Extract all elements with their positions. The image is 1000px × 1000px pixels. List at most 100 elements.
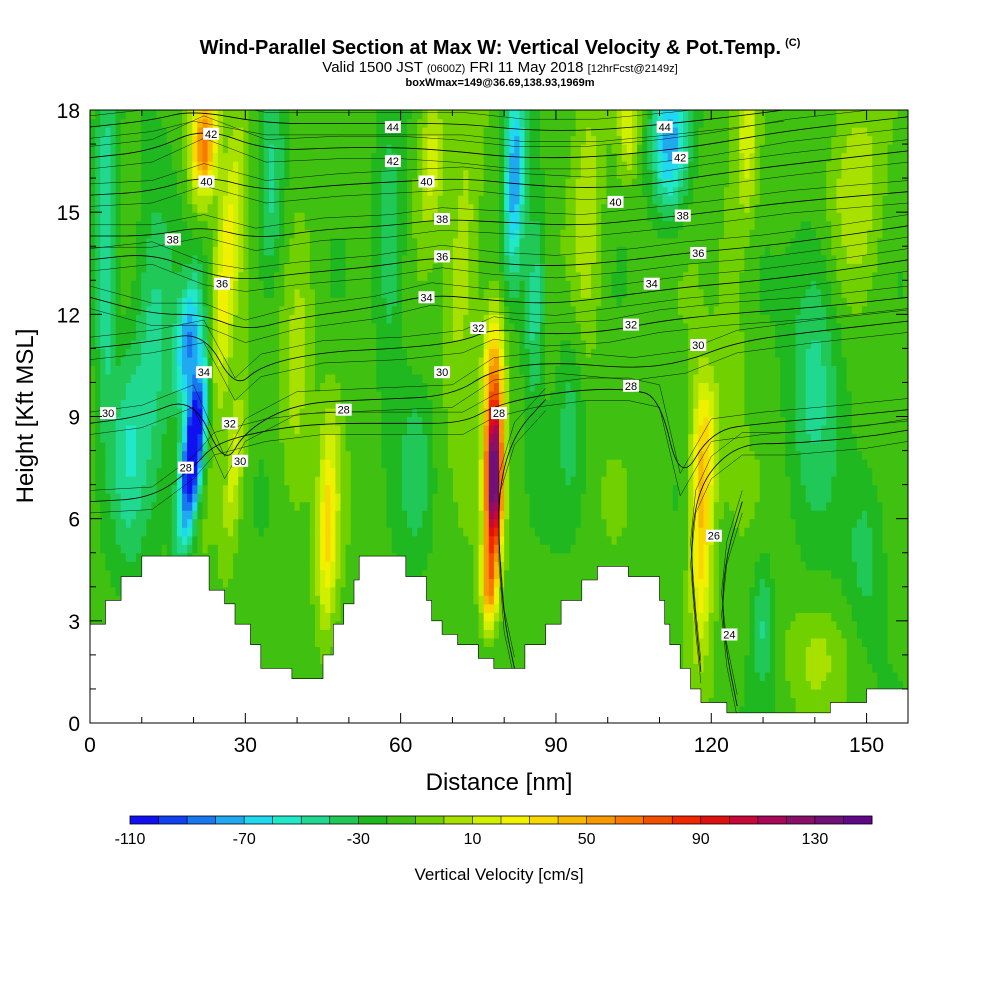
velocity-cell [386, 484, 393, 494]
velocity-cell [248, 501, 255, 511]
velocity-cell [488, 459, 495, 469]
velocity-cell [509, 620, 515, 630]
velocity-cell [509, 501, 515, 511]
velocity-cell [775, 518, 781, 528]
velocity-cell [345, 510, 352, 520]
velocity-cell [698, 688, 705, 699]
velocity-cell [815, 510, 822, 520]
velocity-cell [841, 603, 848, 613]
velocity-cell [478, 637, 485, 647]
velocity-cell [550, 459, 556, 469]
velocity-cell [734, 612, 740, 622]
velocity-cell [376, 527, 383, 537]
velocity-cell [846, 620, 853, 630]
velocity-cell [355, 467, 362, 477]
velocity-cell [524, 637, 531, 647]
velocity-cell [366, 518, 372, 528]
velocity-cell [795, 637, 802, 647]
velocity-cell [222, 586, 229, 596]
velocity-cell [672, 501, 679, 511]
velocity-cell [447, 484, 454, 494]
velocity-cell [703, 544, 710, 554]
velocity-cell [713, 552, 720, 562]
velocity-cell [897, 544, 904, 554]
velocity-cell [391, 493, 398, 503]
velocity-cell [524, 561, 531, 571]
velocity-cell [355, 527, 362, 537]
velocity-cell [340, 510, 347, 520]
velocity-cell [754, 501, 761, 511]
velocity-cell [166, 527, 173, 537]
velocity-cell [463, 586, 469, 596]
velocity-cell [222, 569, 229, 579]
velocity-cell [294, 620, 301, 630]
velocity-cell [304, 493, 311, 503]
velocity-cell [504, 603, 510, 613]
velocity-cell [877, 518, 884, 528]
velocity-cell [442, 467, 449, 477]
velocity-cell [294, 467, 301, 477]
velocity-cell [780, 459, 786, 469]
velocity-cell [703, 493, 710, 503]
velocity-cell [95, 561, 101, 571]
velocity-cell [238, 484, 244, 494]
velocity-cell [841, 561, 848, 571]
velocity-cell [667, 569, 674, 579]
velocity-cell [268, 595, 275, 605]
velocity-cell [657, 459, 664, 469]
velocity-cell [166, 467, 173, 477]
velocity-cell [136, 459, 142, 469]
velocity-cell [734, 510, 740, 520]
velocity-cell [882, 637, 889, 647]
velocity-cell [284, 603, 290, 613]
velocity-cell [299, 535, 306, 545]
velocity-cell [841, 646, 848, 656]
velocity-cell [688, 484, 694, 494]
velocity-cell [360, 510, 367, 520]
velocity-cell [749, 578, 756, 588]
velocity-cell [616, 467, 623, 477]
velocity-cell [325, 459, 331, 469]
velocity-cell [846, 459, 853, 469]
velocity-cell [115, 578, 122, 588]
velocity-cell [212, 552, 219, 562]
velocity-cell [708, 603, 715, 613]
velocity-cell [458, 603, 464, 613]
velocity-cell [279, 467, 285, 477]
velocity-cell [519, 620, 526, 630]
velocity-cell [734, 527, 740, 537]
velocity-cell [452, 510, 459, 520]
velocity-cell [499, 484, 505, 494]
velocity-cell [437, 578, 444, 588]
velocity-cell [785, 697, 792, 707]
velocity-cell [478, 476, 485, 486]
velocity-cell [683, 612, 689, 622]
velocity-cell [233, 595, 239, 605]
velocity-cell [887, 586, 894, 596]
velocity-cell [703, 612, 710, 622]
velocity-cell [314, 569, 321, 579]
velocity-cell [325, 544, 331, 554]
velocity-cell [872, 578, 878, 588]
velocity-cell [892, 527, 899, 537]
velocity-cell [744, 620, 751, 630]
velocity-cell [815, 578, 822, 588]
velocity-cell [585, 501, 592, 511]
velocity-cell [289, 493, 296, 503]
velocity-cell [677, 569, 684, 579]
velocity-cell [841, 663, 848, 673]
velocity-cell [775, 705, 781, 716]
velocity-cell [591, 561, 597, 571]
velocity-cell [744, 646, 751, 656]
velocity-cell [519, 493, 526, 503]
velocity-cell [667, 552, 674, 562]
velocity-cell [524, 603, 531, 613]
velocity-cell [836, 552, 843, 562]
velocity-cell [856, 544, 863, 554]
velocity-cell [821, 467, 827, 477]
velocity-cell [729, 680, 735, 690]
velocity-cell [652, 510, 659, 520]
velocity-cell [529, 501, 536, 511]
velocity-cell [657, 476, 664, 486]
velocity-cell [856, 637, 863, 647]
